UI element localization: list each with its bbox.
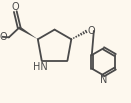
Text: O: O [87,26,95,36]
Text: HN: HN [33,62,48,72]
Text: O: O [0,32,7,42]
Polygon shape [18,26,38,39]
Text: O: O [11,2,19,12]
Text: N: N [100,75,107,85]
